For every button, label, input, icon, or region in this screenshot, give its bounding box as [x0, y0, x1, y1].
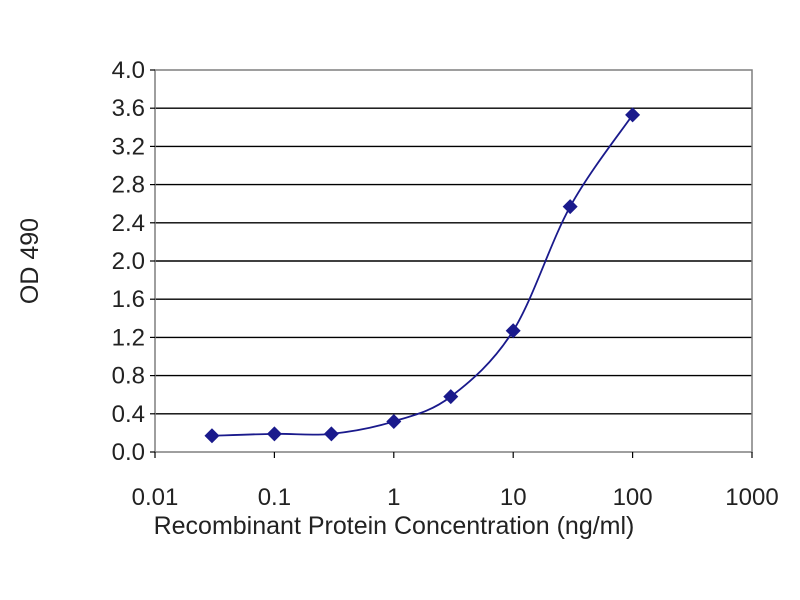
x-tick-labels: 0.01 0.1 1 10 100 1000: [132, 452, 779, 511]
x-tick-label: 1000: [725, 484, 778, 511]
data-point-marker: [505, 323, 521, 339]
x-tick-label: 0.1: [258, 484, 291, 511]
data-point-marker: [266, 426, 282, 442]
y-tick-label: 0.8: [112, 363, 145, 390]
y-tick-label: 3.6: [112, 95, 145, 122]
y-tick-label: 2.8: [112, 172, 145, 199]
data-point-marker: [323, 426, 339, 442]
series-line: [211, 114, 634, 437]
y-tick-label: 2.4: [112, 210, 145, 237]
x-tick-label: 100: [613, 484, 653, 511]
y-tick-label: 1.6: [112, 286, 145, 313]
y-tick-label: 0.4: [112, 401, 145, 428]
x-axis-title: Recombinant Protein Concentration (ng/ml…: [154, 512, 635, 540]
y-tick-label: 1.2: [112, 324, 145, 351]
y-tick-labels: 0.0 0.4 0.8 1.2 1.6 2.0 2.4 2.8 3.2 3.6 4.0: [112, 57, 155, 466]
y-tick-label: 3.2: [112, 133, 145, 160]
data-point-marker: [625, 107, 641, 123]
data-point-marker: [386, 413, 402, 429]
data-point-marker: [204, 428, 220, 444]
x-tick-label: 10: [500, 484, 527, 511]
y-tick-label: 0.0: [112, 439, 145, 466]
y-tick-label: 4.0: [112, 57, 145, 84]
x-tick-label: 0.01: [132, 484, 179, 511]
series-layer: [204, 107, 641, 444]
x-tick-label: 1: [387, 484, 400, 511]
data-point-marker: [443, 389, 459, 405]
y-tick-label: 2.0: [112, 248, 145, 275]
gridlines: [155, 107, 752, 415]
data-point-marker: [562, 199, 578, 215]
y-axis-title: OD 490: [16, 218, 44, 304]
